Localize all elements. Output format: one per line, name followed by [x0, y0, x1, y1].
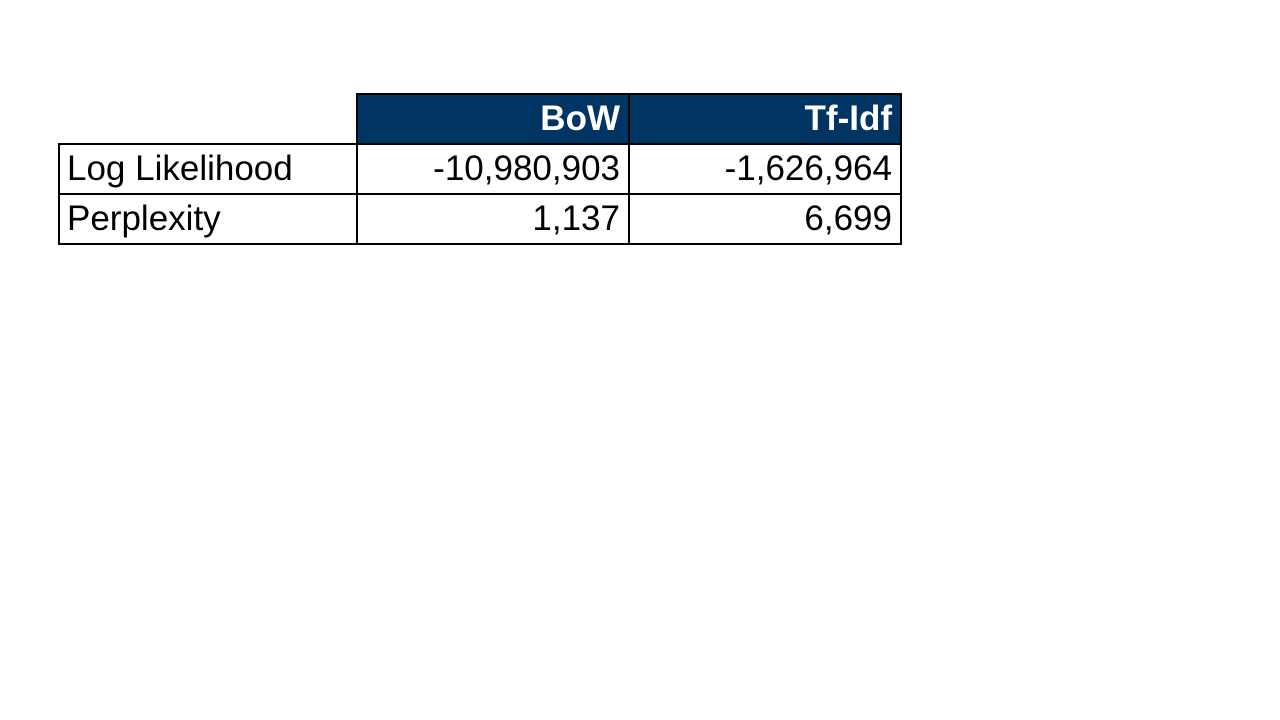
table-row: Log Likelihood -10,980,903 -1,626,964 — [58, 143, 902, 195]
row-label-log-likelihood: Log Likelihood — [58, 143, 358, 195]
cell-log-likelihood-tf-idf: -1,626,964 — [628, 143, 902, 195]
table-header-row: BoW Tf-Idf — [59, 93, 902, 145]
corner-cell — [59, 94, 357, 144]
metrics-table: BoW Tf-Idf Log Likelihood -10,980,903 -1… — [58, 93, 902, 245]
column-header-bow: BoW — [356, 93, 630, 145]
row-label-perplexity: Perplexity — [58, 193, 358, 245]
column-header-tf-idf: Tf-Idf — [628, 93, 902, 145]
cell-perplexity-bow: 1,137 — [356, 193, 630, 245]
table-row: Perplexity 1,137 6,699 — [58, 193, 902, 245]
cell-log-likelihood-bow: -10,980,903 — [356, 143, 630, 195]
cell-perplexity-tf-idf: 6,699 — [628, 193, 902, 245]
